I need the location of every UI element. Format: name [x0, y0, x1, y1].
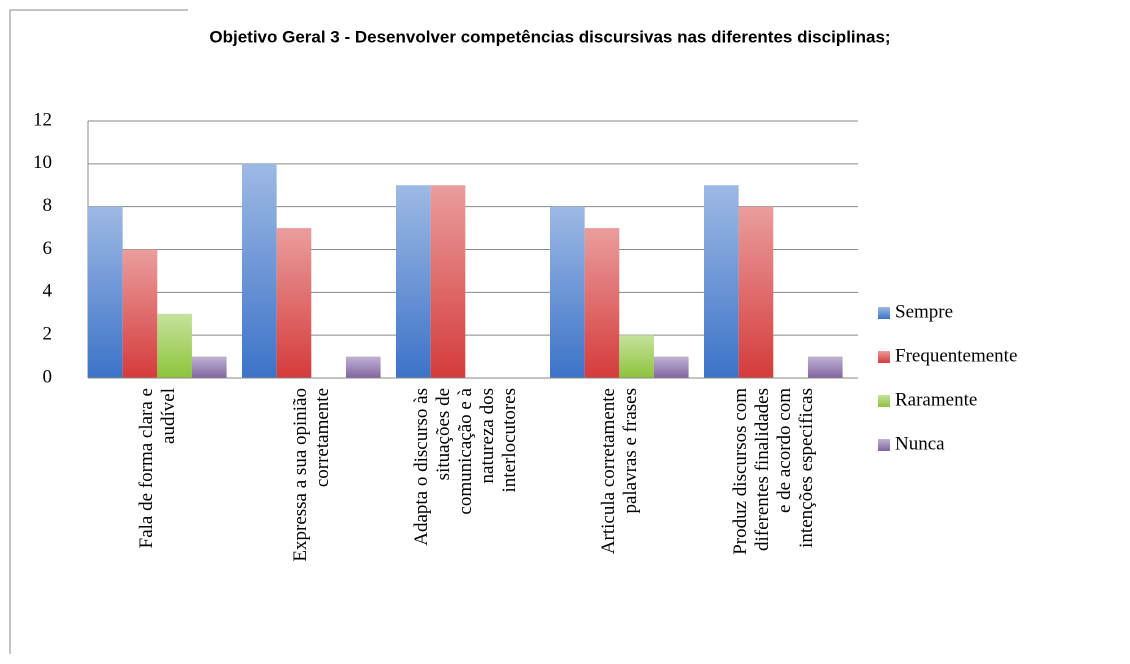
y-tick-label: 8 — [43, 195, 53, 216]
bar — [191, 356, 227, 378]
x-tick-label-line: diferentes finalidades — [752, 388, 773, 551]
bar — [122, 249, 158, 378]
bar — [619, 335, 654, 378]
bar — [157, 313, 192, 378]
bar — [276, 228, 312, 378]
bar — [430, 185, 466, 378]
y-tick-label: 10 — [33, 152, 52, 173]
y-tick-label: 12 — [33, 109, 52, 130]
bar — [88, 206, 123, 378]
x-tick-label-line: situações de — [433, 388, 454, 480]
x-tick-label-line: interlocutores — [499, 388, 520, 492]
x-tick-label-line: Produz discursos com — [730, 388, 751, 555]
legend-swatch — [878, 307, 890, 319]
bar — [584, 228, 620, 378]
bar — [550, 206, 585, 378]
x-tick-label-line: Expressa a sua opinião — [290, 388, 311, 562]
x-tick-label-line: Fala de forma clara e — [136, 388, 157, 548]
x-tick-label-line: audível — [158, 388, 179, 444]
legend-swatch — [878, 395, 890, 407]
legend-label: Frequentemente — [895, 345, 1017, 366]
legend-label: Nunca — [895, 433, 945, 454]
x-tick-label-line: comunicação e à — [455, 387, 476, 514]
chart-title: Objetivo Geral 3 - Desenvolver competênc… — [209, 27, 890, 46]
y-tick-label: 2 — [43, 324, 53, 345]
legend-label: Sempre — [895, 301, 953, 322]
legend-label: Raramente — [895, 389, 977, 410]
bar — [807, 356, 843, 378]
frame — [9, 9, 188, 654]
x-tick-label-line: palavras e frases — [620, 388, 641, 514]
bar — [345, 356, 381, 378]
legend-swatch — [878, 439, 890, 451]
bar — [396, 185, 431, 378]
y-tick-label: 6 — [43, 238, 53, 259]
bar — [242, 163, 277, 378]
legend-swatch — [878, 351, 890, 363]
bar — [738, 206, 774, 378]
x-tick-label-line: Adapta o discurso às — [411, 388, 432, 546]
y-tick-label: 4 — [43, 281, 53, 302]
x-tick-label-line: e de acordo com — [774, 388, 795, 513]
x-tick-label-line: corretamente — [312, 388, 333, 487]
x-tick-label-line: Articula corretamente — [598, 388, 619, 554]
bar — [704, 185, 739, 378]
x-tick-label-line: natureza dos — [477, 388, 498, 483]
bar — [653, 356, 689, 378]
x-tick-label-line: intenções especificas — [796, 388, 817, 548]
y-tick-label: 0 — [43, 366, 53, 387]
